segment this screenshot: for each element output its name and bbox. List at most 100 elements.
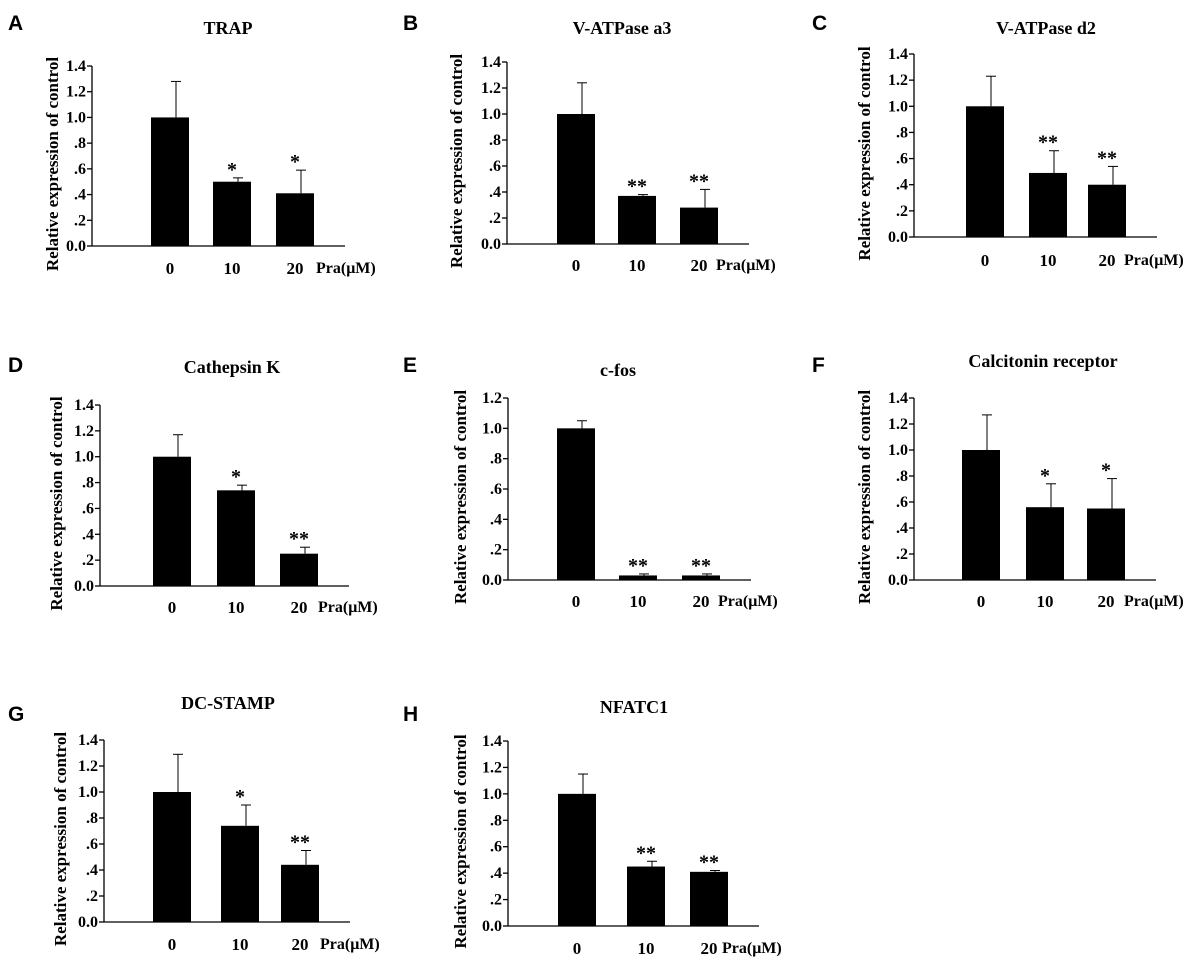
panel-letter-e: E xyxy=(403,354,417,377)
y-tick-label-a: 0.0 xyxy=(66,238,86,255)
x-tick-label-d: 0 xyxy=(168,598,177,617)
y-tick-label-h: .6 xyxy=(490,839,502,856)
bar-a-10 xyxy=(213,181,251,246)
x-tick-label-b: 20 xyxy=(691,256,708,275)
significance-mark-d: * xyxy=(231,466,241,488)
y-tick-label-e: .8 xyxy=(490,451,502,468)
y-tick-label-h: 1.0 xyxy=(482,786,502,803)
y-tick-label-a: .2 xyxy=(74,212,86,229)
x-tick-label-d: 20 xyxy=(291,598,308,617)
significance-mark-d: ** xyxy=(289,528,309,550)
y-tick-label-f: 1.0 xyxy=(888,442,908,459)
y-tick-label-g: .8 xyxy=(86,810,98,827)
bar-d-0 xyxy=(153,456,191,586)
bar-c-0 xyxy=(966,106,1004,238)
y-tick-label-a: .4 xyxy=(74,187,86,204)
x-tick-label-b: 0 xyxy=(572,256,581,275)
y-tick-label-g: .4 xyxy=(86,862,98,879)
chart-title-b: V-ATPase a3 xyxy=(573,18,672,38)
x-tick-label-c: 10 xyxy=(1040,251,1057,270)
x-axis-unit-c: Pra(μM) xyxy=(1124,252,1184,269)
significance-mark-c: ** xyxy=(1097,147,1117,169)
y-tick-label-d: .8 xyxy=(82,475,94,492)
panel-letter-h: H xyxy=(403,703,418,726)
y-axis-label-b: Relative expression of control xyxy=(447,54,466,268)
y-tick-label-c: 1.2 xyxy=(888,72,908,89)
y-tick-label-b: 0.0 xyxy=(481,236,501,253)
y-axis-label-f: Relative expression of control xyxy=(855,390,874,604)
significance-mark-h: ** xyxy=(636,842,656,864)
x-axis-unit-h: Pra(μM) xyxy=(722,940,782,957)
bar-d-20 xyxy=(280,553,318,586)
y-tick-label-g: 1.2 xyxy=(78,758,98,775)
x-axis-unit-d: Pra(μM) xyxy=(318,599,378,616)
significance-mark-f: * xyxy=(1040,465,1050,487)
y-tick-label-g: 1.0 xyxy=(78,784,98,801)
y-tick-label-b: .8 xyxy=(489,132,501,149)
x-tick-label-e: 0 xyxy=(572,592,581,611)
y-tick-label-d: 1.2 xyxy=(74,423,94,440)
y-tick-label-f: .4 xyxy=(896,520,908,537)
x-tick-label-f: 20 xyxy=(1098,592,1115,611)
y-tick-label-e: 1.0 xyxy=(482,420,502,437)
panel-letter-b: B xyxy=(403,12,418,35)
y-tick-label-h: .4 xyxy=(490,865,502,882)
x-tick-label-h: 20 xyxy=(701,939,718,958)
chart-title-g: DC-STAMP xyxy=(181,693,275,713)
y-tick-label-e: .6 xyxy=(490,481,502,498)
y-tick-label-f: .6 xyxy=(896,494,908,511)
y-tick-label-g: .6 xyxy=(86,836,98,853)
x-axis-unit-g: Pra(μM) xyxy=(320,936,380,953)
y-tick-label-d: 0.0 xyxy=(74,578,94,595)
y-tick-label-a: .8 xyxy=(74,135,86,152)
x-tick-label-g: 20 xyxy=(292,935,309,954)
y-tick-label-h: 0.0 xyxy=(482,918,502,935)
panel-letter-a: A xyxy=(8,12,23,35)
y-tick-label-b: 1.2 xyxy=(481,80,501,97)
bar-f-0 xyxy=(962,450,1000,580)
significance-mark-e: ** xyxy=(628,555,648,577)
y-tick-label-b: .2 xyxy=(489,210,501,227)
chart-title-c: V-ATPase d2 xyxy=(996,18,1096,38)
y-tick-label-e: 0.0 xyxy=(482,572,502,589)
y-axis-label-g: Relative expression of control xyxy=(51,732,70,946)
y-axis-label-h: Relative expression of control xyxy=(451,734,470,948)
y-tick-label-g: 0.0 xyxy=(78,914,98,931)
x-tick-label-d: 10 xyxy=(228,598,245,617)
x-tick-label-e: 10 xyxy=(630,592,647,611)
x-tick-label-a: 0 xyxy=(166,259,175,278)
y-tick-label-b: .6 xyxy=(489,158,501,175)
chart-title-d: Cathepsin K xyxy=(184,357,281,377)
x-axis-unit-a: Pra(μM) xyxy=(316,260,376,277)
bar-h-0 xyxy=(558,793,596,926)
y-tick-label-a: .6 xyxy=(74,161,86,178)
significance-mark-g: * xyxy=(235,786,245,808)
panel-letter-d: D xyxy=(8,354,23,377)
y-tick-label-c: 1.4 xyxy=(888,46,908,63)
y-tick-label-h: 1.2 xyxy=(482,759,502,776)
y-axis-label-e: Relative expression of control xyxy=(451,390,470,604)
significance-mark-c: ** xyxy=(1038,132,1058,154)
y-axis-label-c: Relative expression of control xyxy=(855,46,874,260)
y-tick-label-h: .8 xyxy=(490,812,502,829)
significance-mark-a: * xyxy=(290,151,300,173)
x-tick-label-f: 10 xyxy=(1037,592,1054,611)
panel-letter-g: G xyxy=(8,703,24,726)
bar-h-20 xyxy=(690,871,728,926)
y-tick-label-f: .2 xyxy=(896,546,908,563)
bar-a-20 xyxy=(276,193,314,246)
bar-g-20 xyxy=(281,864,319,922)
significance-mark-f: * xyxy=(1101,460,1111,482)
chart-title-e: c-fos xyxy=(600,360,636,380)
x-tick-label-e: 20 xyxy=(693,592,710,611)
y-tick-label-c: .8 xyxy=(896,124,908,141)
y-axis-label-a: Relative expression of control xyxy=(43,57,62,271)
significance-mark-e: ** xyxy=(691,555,711,577)
y-tick-label-a: 1.0 xyxy=(66,109,86,126)
y-tick-label-f: 0.0 xyxy=(888,572,908,589)
y-axis-label-d: Relative expression of control xyxy=(47,396,66,610)
x-tick-label-h: 0 xyxy=(573,939,582,958)
y-tick-label-h: 1.4 xyxy=(482,733,502,750)
y-tick-label-e: .2 xyxy=(490,542,502,559)
significance-mark-b: ** xyxy=(627,176,647,198)
